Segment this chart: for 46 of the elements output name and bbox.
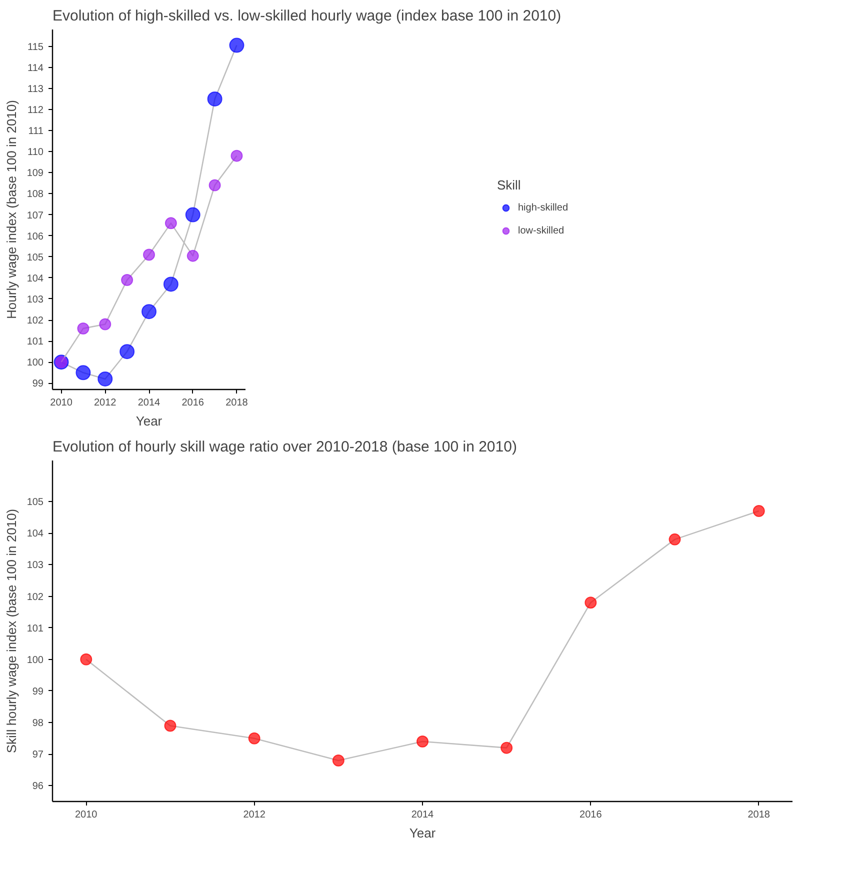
y-tick-label: 104: [26, 273, 44, 284]
y-tick-label: 113: [28, 84, 44, 95]
y-tick-label: 111: [28, 126, 44, 138]
x-tick-label: 2016: [580, 810, 602, 820]
x-tick-label: 2012: [94, 398, 117, 408]
y-axis-title: Hourly wage index (base 100 in 2010): [4, 100, 19, 319]
y-tick-label: 102: [26, 316, 44, 327]
x-tick-label: 2014: [138, 398, 161, 408]
x-tick-label: 2010: [75, 810, 98, 820]
y-tick-label: 112: [28, 105, 44, 116]
y-tick-label: 97: [32, 750, 44, 761]
y-tick-label: 115: [28, 42, 44, 53]
y-tick-label: 101: [26, 336, 44, 348]
chart-title: Evolution of hourly skill wage ratio over 2010-2018 (base 100 in 2010): [52, 438, 517, 456]
legend-label: low-skilled: [518, 225, 564, 236]
y-tick-label: 103: [26, 560, 44, 572]
y-tick-label: 108: [26, 189, 44, 200]
y-tick-label: 103: [26, 294, 44, 306]
x-axis-title: Year: [409, 826, 436, 840]
text: Evolution of high-skilled vs. low-skilled hourly wage (index base 100 in 2010): [52, 8, 562, 24]
legend-title: Skill: [496, 178, 522, 192]
y-tick-label: 106: [26, 231, 44, 242]
y-tick-label: 99: [32, 378, 44, 390]
y-tick-label: 100: [26, 358, 44, 369]
y-tick-label: 98: [32, 718, 44, 730]
x-tick-label: 2012: [243, 810, 266, 820]
y-tick-label: 107: [26, 210, 44, 222]
x-tick-label: 2018: [748, 810, 770, 820]
y-tick-label: 99: [32, 686, 44, 698]
y-tick-label: 114: [28, 62, 44, 74]
y-axis-title: Skill hourly wage index (base 100 in 2010): [4, 508, 19, 754]
x-axis-title: Year: [136, 414, 163, 428]
x-tick-label: 2016: [182, 398, 204, 408]
y-tick-label: 109: [26, 168, 44, 180]
x-tick-label: 2018: [226, 398, 248, 408]
y-tick-label: 100: [26, 654, 44, 666]
y-tick-label: 101: [26, 623, 44, 634]
y-tick-label: 102: [26, 592, 44, 603]
legend-label: high-skilled: [518, 202, 568, 213]
y-tick-label: 110: [28, 147, 44, 158]
x-tick-label: 2010: [50, 398, 73, 408]
x-tick-label: 2014: [411, 810, 434, 820]
y-tick-label: 105: [26, 497, 44, 508]
y-tick-label: 105: [26, 252, 44, 264]
y-tick-label: 104: [26, 528, 44, 540]
y-tick-label: 96: [32, 781, 44, 792]
